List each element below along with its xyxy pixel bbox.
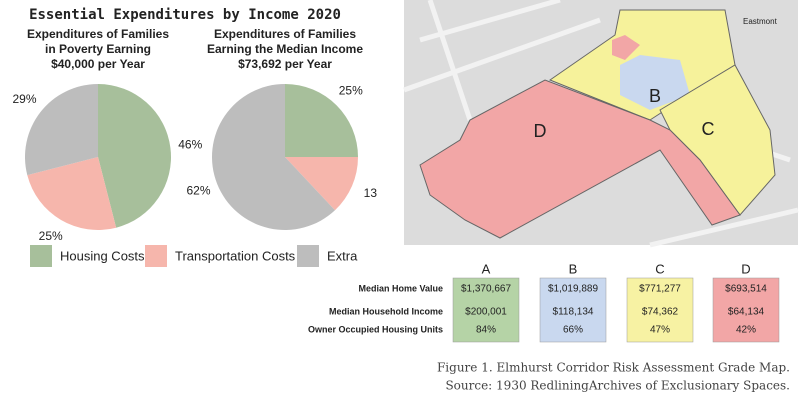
- table-cell: $64,134: [728, 307, 765, 318]
- column-header: D: [741, 261, 750, 276]
- map: Eastmont B C D: [403, 0, 799, 248]
- pie-title: Earning the Median Income: [207, 42, 363, 56]
- table-cell: $200,001: [465, 307, 507, 318]
- value-label: 62%: [187, 183, 211, 197]
- pie-title: $40,000 per Year: [51, 57, 145, 71]
- row-label: Median Household Income: [329, 306, 443, 316]
- pie-slice: [25, 84, 99, 176]
- zone-label: B: [649, 86, 661, 106]
- street-label: Eastmont: [743, 17, 778, 26]
- table-cell: $693,514: [725, 284, 767, 295]
- table-column: [452, 277, 520, 343]
- table-column: [712, 277, 780, 343]
- legend-label: Housing Costs: [60, 248, 145, 263]
- table-column: [626, 277, 694, 343]
- pie-slice: [211, 84, 335, 230]
- column-header: A: [482, 261, 491, 276]
- column-header: C: [655, 261, 664, 276]
- table-cell: 84%: [476, 325, 496, 336]
- pie-title: Expenditures of Families: [214, 27, 356, 41]
- pie-title: Expenditures of Families: [27, 27, 169, 41]
- table-cell: 42%: [736, 325, 756, 336]
- table-cell: $1,370,667: [461, 284, 511, 295]
- pie-slice: [285, 84, 358, 157]
- zone-b-blue: [620, 55, 690, 110]
- table-column: [539, 277, 607, 343]
- table-cell: 47%: [650, 325, 670, 336]
- legend-swatch: [145, 245, 167, 267]
- table-cell: $771,277: [639, 284, 681, 295]
- pie-slice: [285, 157, 358, 211]
- legend-swatch: [297, 245, 319, 267]
- table-cell: $74,362: [642, 307, 679, 318]
- zone-b-red: [612, 35, 640, 60]
- value-label: 25%: [339, 83, 363, 97]
- legend-swatch: [30, 245, 52, 267]
- pie-title: in Poverty Earning: [45, 42, 151, 56]
- table-cell: 66%: [563, 325, 583, 336]
- value-label: 25%: [39, 229, 63, 243]
- zone-label: D: [534, 121, 547, 141]
- pie-title: $73,692 per Year: [238, 57, 332, 71]
- value-label: 13: [364, 186, 378, 200]
- figure-title: Essential Expenditures by Income 2020: [29, 7, 341, 23]
- zone-label: C: [702, 119, 715, 139]
- table-cell: $118,134: [553, 307, 594, 318]
- row-label: Median Home Value: [358, 283, 443, 293]
- value-label: 46%: [178, 138, 202, 152]
- row-label: Owner Occupied Housing Units: [308, 324, 443, 334]
- pie-slice: [27, 157, 117, 231]
- column-header: B: [569, 261, 578, 276]
- legend-label: Transportation Costs: [175, 248, 296, 263]
- pie-slice: [98, 84, 172, 228]
- caption: Figure 1. Elmhurst Corridor Risk Assessm…: [437, 361, 790, 375]
- legend-label: Extra: [327, 248, 358, 263]
- caption: Source: 1930 RedliningArchives of Exclus…: [445, 379, 790, 393]
- zone-d: [419, 79, 741, 239]
- table-cell: $1,019,889: [548, 284, 598, 295]
- value-label: 29%: [12, 92, 36, 106]
